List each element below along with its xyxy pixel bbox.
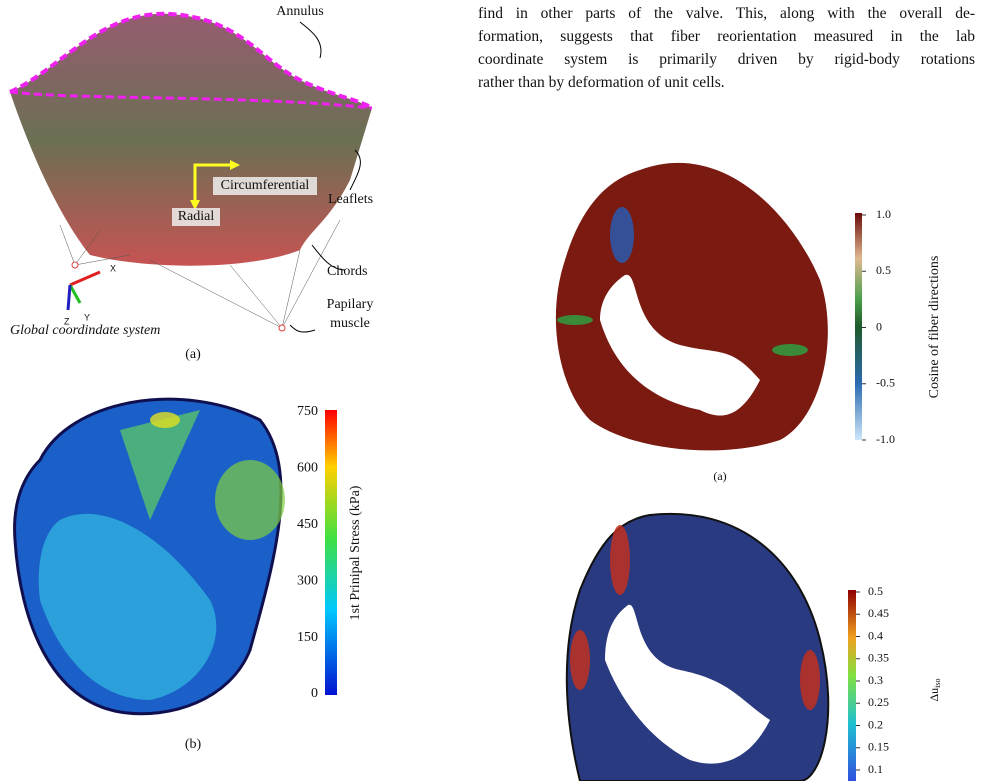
annotation: Y — [84, 312, 90, 322]
colorbar-tick-label: 150 — [297, 630, 318, 645]
colorbar-tick-label: 750 — [297, 404, 318, 419]
paragraph-line: coordinate system is primarily driven by… — [478, 51, 975, 68]
colorbar-tick-label: 0.5 — [876, 263, 891, 277]
colorbar-tick-label: 300 — [297, 573, 318, 588]
colorbar-tick-label: 450 — [297, 517, 318, 532]
colorbar-tick-label: 0.4 — [868, 628, 883, 642]
paragraph: find in other parts of the valve. This, … — [478, 2, 975, 94]
stress-plot — [13, 397, 285, 716]
annotation: Annulus — [276, 4, 323, 19]
colorbar-tick-label: 0 — [876, 319, 882, 333]
colorbar-tick-label: 0.1 — [868, 762, 883, 776]
subscript: iso — [933, 678, 942, 687]
colorbar-tick-label: 0.15 — [868, 740, 889, 754]
caption: (a) — [185, 347, 201, 362]
colorbar-tick-label: 1.0 — [876, 207, 891, 221]
delta-plot — [565, 512, 830, 781]
cosine-plot — [555, 162, 828, 451]
colorbar-tick-label: 0.25 — [868, 695, 889, 709]
colorbar-label: 1st Prinipal Stress (kPa) — [348, 485, 363, 620]
annotation: Z — [64, 316, 70, 326]
colorbar-tick-label: 0.35 — [868, 651, 889, 665]
delta-colorbar — [848, 590, 856, 781]
colorbar-tick-label: 0.45 — [868, 606, 889, 620]
stress-colorbar — [325, 410, 337, 695]
colorbar-tick-label: 0.2 — [868, 717, 883, 731]
colorbar-tick-label: 600 — [297, 461, 318, 476]
annotation: Chords — [327, 264, 367, 279]
colorbar-label: Δuiso — [927, 678, 942, 701]
annotation: Papilary — [327, 297, 374, 312]
symbol: Δu — [927, 688, 941, 702]
colorbar-tick-label: 0.5 — [868, 584, 883, 598]
colorbar-tick-label: 0.3 — [868, 673, 883, 687]
caption: (a) — [713, 469, 726, 483]
colorbar-label: Cosine of fiber directions — [927, 256, 942, 399]
valve-illustration — [9, 11, 374, 333]
colorbar-tick-label: -0.5 — [876, 376, 895, 390]
colorbar-tick-label: 0 — [311, 686, 318, 701]
annotation: Circumferential — [221, 178, 310, 193]
paragraph-line: formation, suggests that fiber reorienta… — [478, 28, 975, 45]
annotation: Radial — [178, 209, 215, 224]
paragraph-line: rather than by deformation of unit cells… — [478, 74, 725, 91]
colorbar-tick-label: -1.0 — [876, 432, 895, 446]
caption: (b) — [185, 737, 202, 752]
annotation: Global coordindate system — [10, 323, 160, 338]
cosine-colorbar — [855, 213, 862, 440]
annotation: X — [110, 263, 116, 273]
paragraph-line: find in other parts of the valve. This, … — [478, 5, 975, 22]
annotation: Leaflets — [328, 192, 373, 207]
annotation: muscle — [330, 316, 370, 331]
